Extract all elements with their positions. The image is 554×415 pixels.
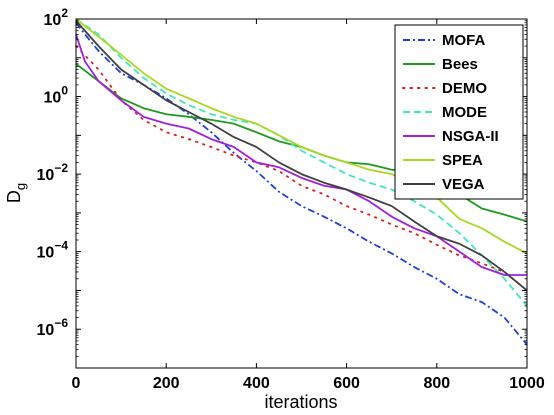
y-tick-label-base: 10 <box>37 167 55 184</box>
y-tick-label-base: 10 <box>37 245 55 262</box>
y-tick-label-base: 10 <box>44 90 62 107</box>
x-tick-label: 800 <box>423 375 450 392</box>
y-tick-label-base: 10 <box>44 12 62 29</box>
legend-label-bees: Bees <box>442 56 478 73</box>
x-tick-label: 1000 <box>509 375 545 392</box>
x-tick-label: 400 <box>243 375 270 392</box>
legend-label-spea: SPEA <box>442 152 483 169</box>
y-tick-label: 10−6 <box>37 316 69 339</box>
y-tick-label: 10−2 <box>37 161 69 184</box>
y-tick-label-exponent: 2 <box>61 6 68 20</box>
series-line-mode <box>75 18 528 307</box>
y-tick-label: 10−4 <box>37 239 69 262</box>
y-tick-label-exponent: −6 <box>54 316 68 330</box>
plot-frame <box>75 18 528 369</box>
y-axis-label-group: Dg <box>4 183 28 203</box>
x-tick-label: 600 <box>333 375 360 392</box>
y-tick-label-exponent: −4 <box>54 239 68 253</box>
series-line-nsga-ii <box>75 34 527 276</box>
legend-label-demo: DEMO <box>442 80 487 97</box>
x-tick-label: 0 <box>72 375 81 392</box>
legend-label-nsga-ii: NSGA-II <box>442 128 499 145</box>
y-tick-label-exponent: 0 <box>61 84 68 98</box>
series-line-spea <box>75 18 528 255</box>
legend-label-vega: VEGA <box>442 176 485 193</box>
legend-label-mode: MODE <box>442 104 487 121</box>
legend-label-mofa: MOFA <box>442 32 485 49</box>
y-tick-label: 100 <box>44 84 69 107</box>
legend: MOFA Bees DEMO MODE NSGA-II SPEA VEGA <box>394 24 524 200</box>
y-tick-label: 102 <box>44 6 69 29</box>
y-axis-label-subscript: g <box>13 183 28 190</box>
x-tick-label: 200 <box>153 375 180 392</box>
series-line-mofa <box>75 22 528 346</box>
y-tick-label-exponent: −2 <box>54 161 68 175</box>
y-axis-label-main: D <box>4 190 24 203</box>
y-axis-label: Dg <box>4 183 28 203</box>
series-line-demo <box>75 45 528 292</box>
y-tick-label-base: 10 <box>37 322 55 339</box>
series-line-vega <box>75 20 528 292</box>
x-axis-label: iterations <box>264 392 337 412</box>
